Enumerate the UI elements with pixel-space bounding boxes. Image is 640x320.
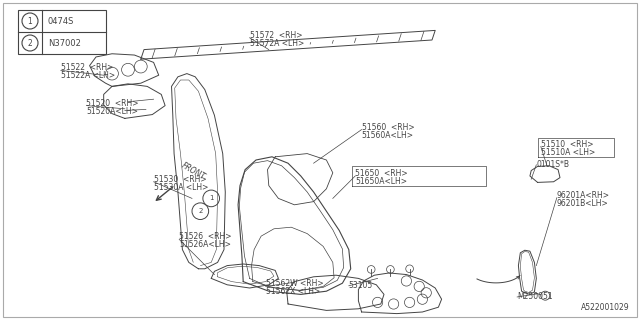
Text: 51522  <RH>: 51522 <RH>: [61, 63, 113, 72]
Text: 51650  <RH>: 51650 <RH>: [355, 169, 408, 178]
Text: 0474S: 0474S: [48, 17, 74, 26]
Text: 53105: 53105: [349, 281, 373, 290]
Text: 51562X <LH>: 51562X <LH>: [266, 287, 320, 296]
Text: 51560  <RH>: 51560 <RH>: [362, 123, 414, 132]
Text: 51526A<LH>: 51526A<LH>: [179, 240, 231, 249]
Text: 51530A <LH>: 51530A <LH>: [154, 183, 208, 192]
Bar: [18, 10, 106, 54]
Text: 51562W <RH>: 51562W <RH>: [266, 279, 323, 288]
Text: A522001029: A522001029: [581, 303, 630, 312]
Text: 2: 2: [28, 38, 33, 47]
Text: 51510  <RH>: 51510 <RH>: [541, 140, 593, 148]
Text: 51520A<LH>: 51520A<LH>: [86, 107, 138, 116]
Circle shape: [22, 13, 38, 29]
Text: 51650A<LH>: 51650A<LH>: [355, 177, 407, 186]
Text: 96201B<LH>: 96201B<LH>: [557, 199, 609, 208]
Text: 51522A <LH>: 51522A <LH>: [61, 71, 115, 80]
Text: 51520  <RH>: 51520 <RH>: [86, 99, 139, 108]
Text: 51560A<LH>: 51560A<LH>: [362, 131, 413, 140]
Text: FRONT: FRONT: [180, 161, 207, 182]
Text: 0101S*B: 0101S*B: [536, 160, 570, 169]
Text: 51530  <RH>: 51530 <RH>: [154, 175, 206, 184]
Text: 1: 1: [28, 17, 33, 26]
Text: 51510A <LH>: 51510A <LH>: [541, 148, 595, 156]
Text: 51572  <RH>: 51572 <RH>: [250, 31, 302, 40]
Text: 2: 2: [198, 208, 202, 214]
Text: 1: 1: [209, 196, 214, 201]
Text: 96201A<RH>: 96201A<RH>: [557, 191, 610, 200]
Circle shape: [22, 35, 38, 51]
Text: 51572A <LH>: 51572A <LH>: [250, 39, 304, 48]
Text: 51526  <RH>: 51526 <RH>: [179, 232, 232, 241]
Text: N37002: N37002: [48, 38, 81, 47]
Text: M250051: M250051: [517, 292, 553, 301]
